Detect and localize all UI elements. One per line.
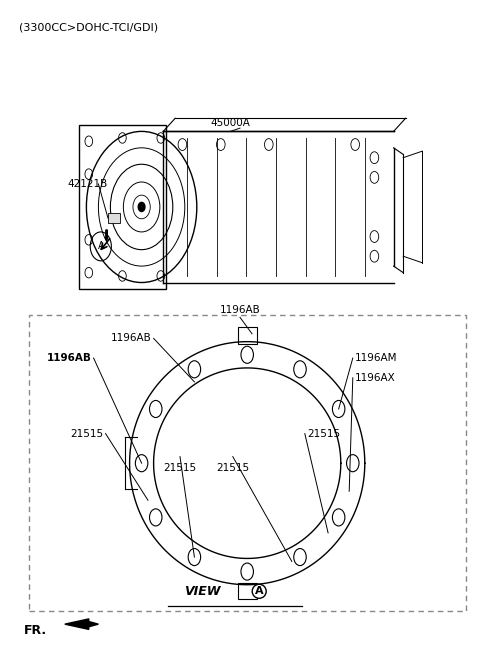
Bar <box>79 125 166 289</box>
Polygon shape <box>65 619 98 629</box>
Bar <box>108 213 120 223</box>
Text: VIEW: VIEW <box>184 585 221 598</box>
Text: 1196AX: 1196AX <box>355 373 396 383</box>
Text: A: A <box>97 241 104 252</box>
Text: 21515: 21515 <box>307 428 340 439</box>
Text: FR.: FR. <box>24 624 47 637</box>
Text: 1196AB: 1196AB <box>110 333 151 344</box>
Text: 1196AM: 1196AM <box>355 353 398 363</box>
Text: 45000A: 45000A <box>210 118 251 128</box>
Text: A: A <box>255 586 264 597</box>
Circle shape <box>138 202 145 212</box>
FancyArrow shape <box>106 230 108 240</box>
Text: 21515: 21515 <box>70 428 103 439</box>
Text: (3300CC>DOHC-TCI/GDI): (3300CC>DOHC-TCI/GDI) <box>19 23 158 33</box>
Bar <box>238 327 257 344</box>
Text: 1196AB: 1196AB <box>220 306 260 315</box>
Text: 21515: 21515 <box>163 463 197 473</box>
Text: 42121B: 42121B <box>67 179 108 189</box>
Text: 1196AB: 1196AB <box>47 353 91 363</box>
Text: 21515: 21515 <box>216 463 250 473</box>
Bar <box>238 583 257 599</box>
Bar <box>29 315 466 611</box>
